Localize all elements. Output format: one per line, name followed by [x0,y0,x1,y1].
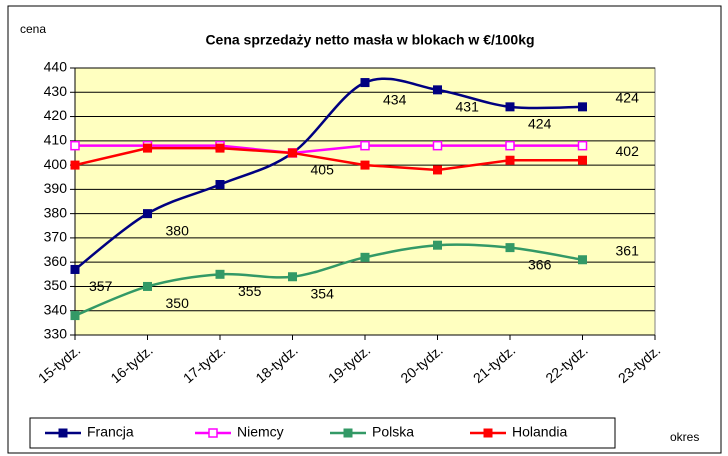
y-tick-label: 400 [44,156,68,172]
data-label: 431 [456,99,480,115]
data-label: 424 [528,116,552,132]
data-label: 380 [166,222,190,238]
y-tick-label: 440 [44,59,68,75]
point [505,155,515,165]
y-tick-label: 330 [44,326,68,342]
legend-marker [483,428,493,438]
legend-label: Holandia [512,424,567,440]
point [360,252,370,262]
y-tick-label: 420 [44,107,68,123]
chart-title: Cena sprzedaży netto masła w blokach w €… [205,32,534,48]
point [215,269,225,279]
point [143,281,152,291]
data-label: 402 [616,143,640,159]
legend-marker [208,428,218,438]
y-tick-label: 390 [44,180,68,196]
point [433,85,442,95]
point [360,160,370,170]
legend [29,417,616,449]
x-axis-title: okres [670,430,699,444]
point [577,140,588,151]
y-tick-label: 380 [44,204,68,220]
point [360,140,370,151]
point [143,209,152,219]
point [505,140,515,151]
point [578,102,587,112]
legend-marker [343,428,353,438]
data-label: 361 [616,242,640,258]
data-label: 355 [238,283,262,299]
point [288,148,297,158]
legend-marker [58,428,68,438]
y-tick-label: 410 [44,132,68,148]
data-label: 350 [166,295,190,311]
data-label: 405 [311,162,335,178]
point [360,78,370,88]
series-line [74,243,583,317]
y-tick-label: 340 [44,301,68,317]
point [433,240,442,250]
point [70,140,80,151]
data-label: 424 [616,90,640,106]
data-label: 366 [528,256,552,272]
point [578,255,587,265]
point [578,155,587,165]
legend-label: Polska [372,424,414,440]
point [215,180,225,190]
point [505,102,515,112]
point [505,243,515,253]
point [70,264,80,274]
legend-label: Niemcy [237,424,284,440]
data-label: 357 [89,278,113,294]
series-line [74,146,583,172]
point [432,140,443,151]
data-label: 434 [383,91,407,107]
y-tick-label: 430 [44,83,68,99]
y-axis-title: cena [20,22,46,36]
y-tick-label: 360 [44,253,68,269]
point [70,160,80,170]
y-tick-label: 370 [44,229,68,245]
point [433,165,442,175]
point [70,311,80,321]
series-line [75,144,583,155]
point [143,143,152,153]
legend-label: Francja [87,424,134,440]
data-label: 354 [311,285,335,301]
point [288,272,297,282]
point [215,143,225,153]
y-tick-label: 350 [44,277,68,293]
